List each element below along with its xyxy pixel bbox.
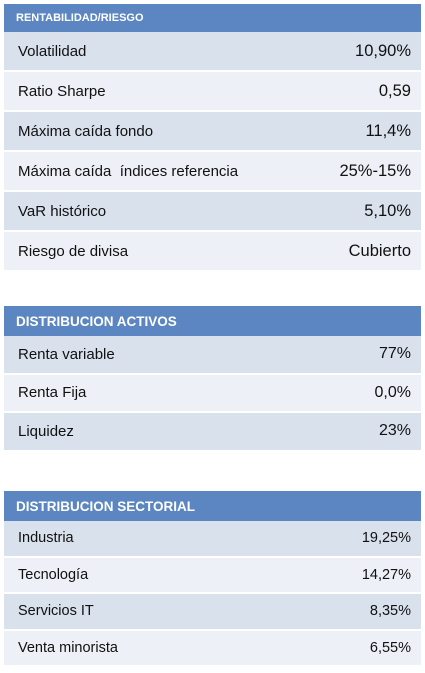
table-row: Máxima caída índices referencia 25%-15% xyxy=(4,152,421,192)
row-value: 0,0% xyxy=(374,383,411,401)
row-value: 23% xyxy=(378,422,411,440)
table-row: Industria 19,25% xyxy=(4,521,421,558)
rentabilidad-riesgo-table: RENTABILIDAD/RIESGO Volatilidad 10,90% R… xyxy=(4,4,421,272)
row-label: Industria xyxy=(18,530,74,547)
rentabilidad-riesgo-header: RENTABILIDAD/RIESGO xyxy=(4,4,421,32)
row-label: Renta Fija xyxy=(18,384,87,402)
table-row: Liquidez 23% xyxy=(4,413,421,452)
row-label: Máxima caída índices referencia xyxy=(18,162,239,180)
table-row: Renta variable 77% xyxy=(4,336,421,375)
row-label: Tecnología xyxy=(18,566,89,583)
row-value: 6,55% xyxy=(369,639,411,656)
row-label: Renta variable xyxy=(18,345,115,363)
row-label: Máxima caída fondo xyxy=(18,122,154,140)
table-row: Ratio Sharpe 0,59 xyxy=(4,72,421,112)
distribucion-activos-table: DISTRIBUCION ACTIVOS Renta variable 77% … xyxy=(4,306,421,452)
row-label: Riesgo de divisa xyxy=(18,242,129,260)
table-row: Renta Fija 0,0% xyxy=(4,374,421,413)
row-label: Volatilidad xyxy=(18,42,87,60)
table-row: Tecnología 14,27% xyxy=(4,557,421,594)
row-label: Venta minorista xyxy=(18,639,118,656)
table-row: Volatilidad 10,90% xyxy=(4,32,421,72)
distribucion-sectorial-table: DISTRIBUCION SECTORIAL Industria 19,25% … xyxy=(4,491,421,667)
row-value: 0,59 xyxy=(378,81,411,100)
row-value: 77% xyxy=(378,345,411,363)
distribucion-sectorial-header: DISTRIBUCION SECTORIAL xyxy=(4,491,421,521)
row-value: 25%-15% xyxy=(339,161,411,180)
row-value: 10,90% xyxy=(355,41,411,60)
row-label: Servicios IT xyxy=(18,603,94,620)
row-label: Liquidez xyxy=(18,422,74,440)
row-value: Cubierto xyxy=(348,241,411,260)
row-label: VaR histórico xyxy=(18,202,107,220)
row-label: Ratio Sharpe xyxy=(18,82,106,100)
table-row: Servicios IT 8,35% xyxy=(4,594,421,631)
table-row: Venta minorista 6,55% xyxy=(4,630,421,667)
table-row: Máxima caída fondo 11,4% xyxy=(4,112,421,152)
table-row: Riesgo de divisa Cubierto xyxy=(4,232,421,272)
row-value: 11,4% xyxy=(365,121,411,140)
row-value: 5,10% xyxy=(364,201,411,220)
row-value: 19,25% xyxy=(361,530,411,547)
row-value: 14,27% xyxy=(361,566,411,583)
distribucion-activos-header: DISTRIBUCION ACTIVOS xyxy=(4,306,421,336)
table-row: VaR histórico 5,10% xyxy=(4,192,421,232)
row-value: 8,35% xyxy=(369,603,411,620)
